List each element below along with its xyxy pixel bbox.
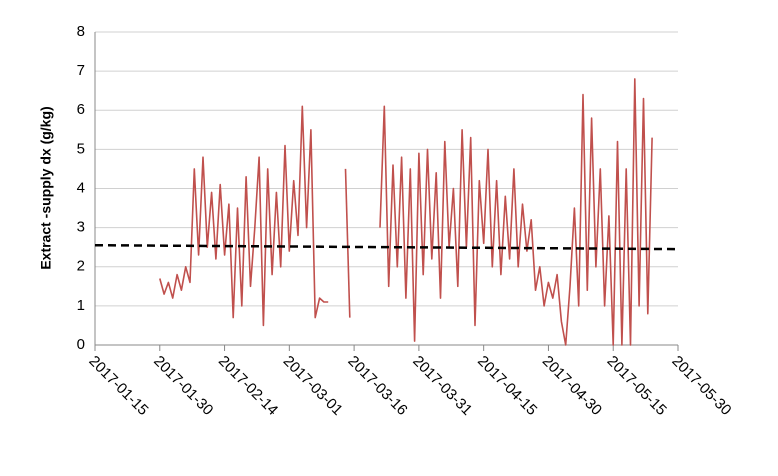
y-tick-label: 0 bbox=[77, 336, 85, 353]
y-tick-label: 8 bbox=[77, 23, 85, 40]
data-line bbox=[379, 78, 653, 346]
x-tick-label: 2017-03-31 bbox=[409, 353, 475, 419]
trend-line bbox=[94, 243, 679, 251]
x-tick-label: 2017-04-30 bbox=[539, 353, 605, 419]
y-tick-label: 5 bbox=[77, 140, 85, 157]
y-tick-label: 2 bbox=[77, 258, 85, 275]
x-tick-label: 2017-01-30 bbox=[150, 353, 216, 419]
x-tick-label: 2017-01-15 bbox=[85, 353, 151, 419]
data-line bbox=[159, 105, 329, 327]
y-tick-label: 7 bbox=[77, 62, 85, 79]
x-tick-label: 2017-05-15 bbox=[604, 353, 670, 419]
x-tick-label: 2017-03-16 bbox=[344, 353, 410, 419]
x-tick-label: 2017-03-01 bbox=[280, 353, 346, 419]
x-tick-label: 2017-02-14 bbox=[215, 353, 281, 419]
x-tick-label: 2017-05-30 bbox=[668, 353, 734, 419]
x-tick-label: 2017-04-15 bbox=[474, 353, 540, 419]
y-tick-label: 1 bbox=[77, 297, 85, 314]
y-tick-label: 3 bbox=[77, 219, 85, 236]
data-line bbox=[344, 168, 351, 318]
y-tick-label: 4 bbox=[77, 179, 85, 196]
y-tick-label: 6 bbox=[77, 101, 85, 118]
y-axis-title: Extract -supply dx (g/kg) bbox=[38, 106, 54, 269]
